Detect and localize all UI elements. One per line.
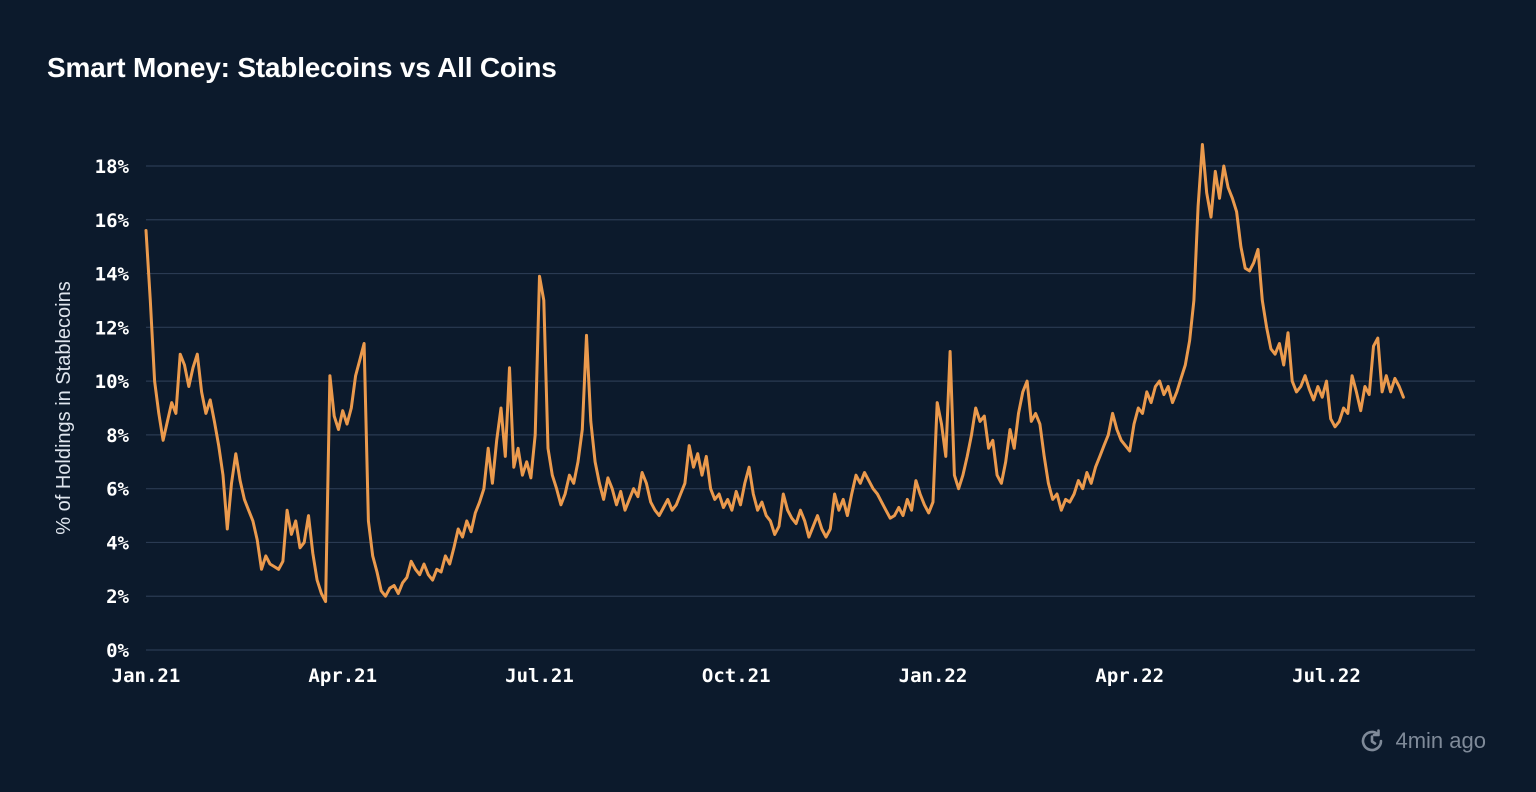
x-tick-label: Apr.21 (308, 665, 377, 687)
chart-title: Smart Money: Stablecoins vs All Coins (47, 52, 557, 83)
y-tick-labels: 0% 2% 4% 6% 8% 10% 12% 14% 16% 18% (95, 156, 130, 662)
x-tick-label: Oct.21 (702, 665, 771, 687)
x-tick-label: Jan.22 (899, 665, 968, 687)
series-line-stablecoin-share (144, 143, 1405, 604)
x-tick-label: Jan.21 (112, 665, 181, 687)
x-tick-labels: Jan.21 Apr.21 Jul.21 Oct.21 Jan.22 Apr.22 Jul.… (112, 665, 1361, 687)
y-tick-label: 18% (95, 156, 130, 178)
y-tick-label: 2% (106, 586, 129, 608)
y-tick-label: 0% (106, 640, 129, 662)
y-tick-label: 6% (106, 479, 129, 501)
y-tick-label: 10% (95, 371, 130, 393)
last-updated[interactable]: 4min ago (1359, 728, 1486, 754)
refresh-clock-icon (1359, 728, 1385, 754)
y-tick-label: 16% (95, 210, 130, 232)
x-tick-label: Apr.22 (1095, 665, 1164, 687)
y-tick-label: 14% (95, 264, 130, 286)
last-updated-text: 4min ago (1395, 728, 1486, 753)
y-tick-label: 8% (106, 425, 129, 447)
y-tick-label: 12% (95, 317, 130, 339)
grid-lines (146, 165, 1475, 651)
y-tick-label: 4% (106, 532, 129, 554)
x-tick-label: Jul.22 (1292, 665, 1361, 687)
y-axis-label: % of Holdings in Stablecoins (53, 281, 75, 534)
x-tick-label: Jul.21 (505, 665, 574, 687)
